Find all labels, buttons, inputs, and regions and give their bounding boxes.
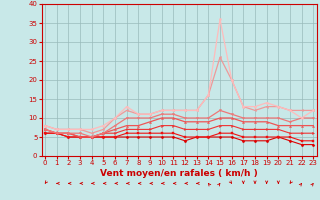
X-axis label: Vent moyen/en rafales ( km/h ): Vent moyen/en rafales ( km/h ): [100, 169, 258, 178]
